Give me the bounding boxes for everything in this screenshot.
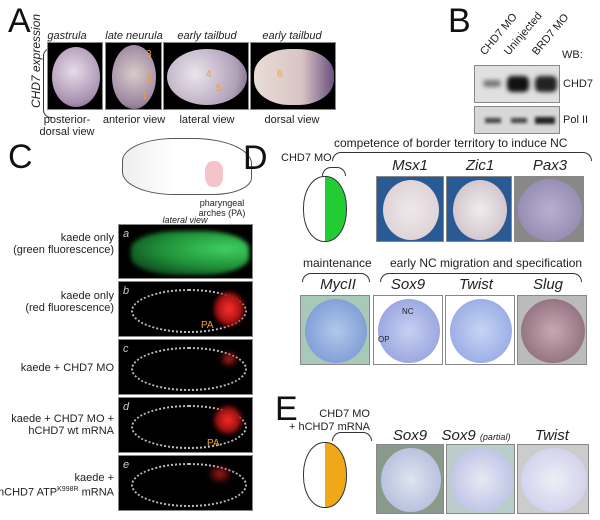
view-label: posterior-dorsal view <box>39 114 95 138</box>
ish-image-msx1 <box>376 176 444 242</box>
ish-image-pax3 <box>514 176 584 242</box>
gene-label: MycII <box>320 276 356 293</box>
panel-d-letter: D <box>243 139 268 177</box>
ish-image-zic1 <box>446 176 512 242</box>
schematic-embryo-mo <box>303 176 347 242</box>
fluorescence-image-d: d PA <box>118 397 253 453</box>
row-label: kaede + CHD7 MO <box>20 362 114 374</box>
embryo-image-tailbud-dorsal: 6 <box>250 42 336 110</box>
embryo-image-late-neurula: 3 2 1 <box>105 42 162 110</box>
marker: 1 <box>142 91 148 102</box>
ish-image-mycii <box>300 295 370 365</box>
marker: 4 <box>206 69 212 80</box>
brace <box>332 432 372 441</box>
embryo-image-gastrula <box>47 42 103 110</box>
row-label: kaede only (red fluorescence) <box>25 290 114 314</box>
group-label: maintenance <box>303 256 372 270</box>
pa-annotation: PA <box>201 320 214 331</box>
view-label: dorsal view <box>264 114 320 126</box>
gene-label: Zic1 <box>465 157 495 174</box>
ish-image-twist <box>445 295 515 365</box>
embryo-diagram <box>122 138 252 195</box>
diagram-label: pharyngeal arches (PA) <box>198 198 246 218</box>
pharyngeal-arches-highlight <box>205 161 223 187</box>
fluorescence-image-b: b PA <box>118 281 253 337</box>
gene-label: Sox9 <box>392 427 428 444</box>
panel-a-letter: A <box>8 2 31 40</box>
gene-label: Pax3 <box>532 157 568 174</box>
marker: 3 <box>146 49 152 60</box>
group-label: early NC migration and specification <box>390 256 583 270</box>
ish-image-slug <box>517 295 587 365</box>
ish-image-sox9: NC OP <box>373 295 443 365</box>
stage-label: gastrula <box>47 30 87 42</box>
gene-label: Sox9 <box>390 276 426 293</box>
blot-label: CHD7 <box>563 78 593 90</box>
stage-label: early tailbud <box>177 30 237 42</box>
schematic-label: CHD7 MO <box>281 152 332 164</box>
brace <box>322 167 346 176</box>
ish-image-twist-rescue <box>517 444 589 514</box>
gene-label: Msx1 <box>392 157 428 174</box>
panel-b-letter: B <box>448 2 471 40</box>
blot-chd7 <box>474 65 560 103</box>
blot-label: Pol II <box>563 114 589 126</box>
marker: 2 <box>146 73 152 84</box>
gene-label: Twist <box>535 427 569 444</box>
nc-annotation: NC <box>402 307 414 316</box>
pa-annotation: PA <box>207 438 220 449</box>
view-label: lateral view <box>162 215 208 225</box>
ish-image-sox9-partial <box>446 444 515 514</box>
panel-e-letter: E <box>275 390 298 428</box>
ish-image-sox9-rescue <box>376 444 444 514</box>
fluorescence-image-e: e <box>118 455 253 511</box>
op-annotation: OP <box>378 335 390 344</box>
fluorescence-image-c: c <box>118 339 253 395</box>
stage-label: late neurula <box>105 30 163 42</box>
gene-label: Twist <box>459 276 493 293</box>
gene-label: Slug <box>532 276 564 293</box>
panel-c-letter: C <box>8 138 33 176</box>
gene-label: Sox9 (partial) <box>441 427 511 444</box>
marker: 6 <box>277 69 283 80</box>
row-label: kaede only (green fluorescence) <box>13 232 114 256</box>
schematic-label: CHD7 MO + hCHD7 mRNA <box>289 408 370 433</box>
row-label: kaede + hCHD7 ATPK998R mRNA <box>0 472 114 499</box>
panel-a-side-label: CHD7 expression <box>29 13 43 108</box>
wb-label: WB: <box>562 49 583 61</box>
view-label: lateral view <box>179 114 235 126</box>
group-label: competence of border territory to induce… <box>334 136 568 150</box>
marker: 5 <box>216 83 222 94</box>
stage-label: early tailbud <box>262 30 322 42</box>
schematic-embryo-rescue <box>303 442 347 508</box>
fluorescence-image-a: a <box>118 224 253 279</box>
row-label: kaede + CHD7 MO + hCHD7 wt mRNA <box>11 413 114 437</box>
blot-pol2 <box>474 106 560 134</box>
view-label: anterior view <box>102 114 166 126</box>
